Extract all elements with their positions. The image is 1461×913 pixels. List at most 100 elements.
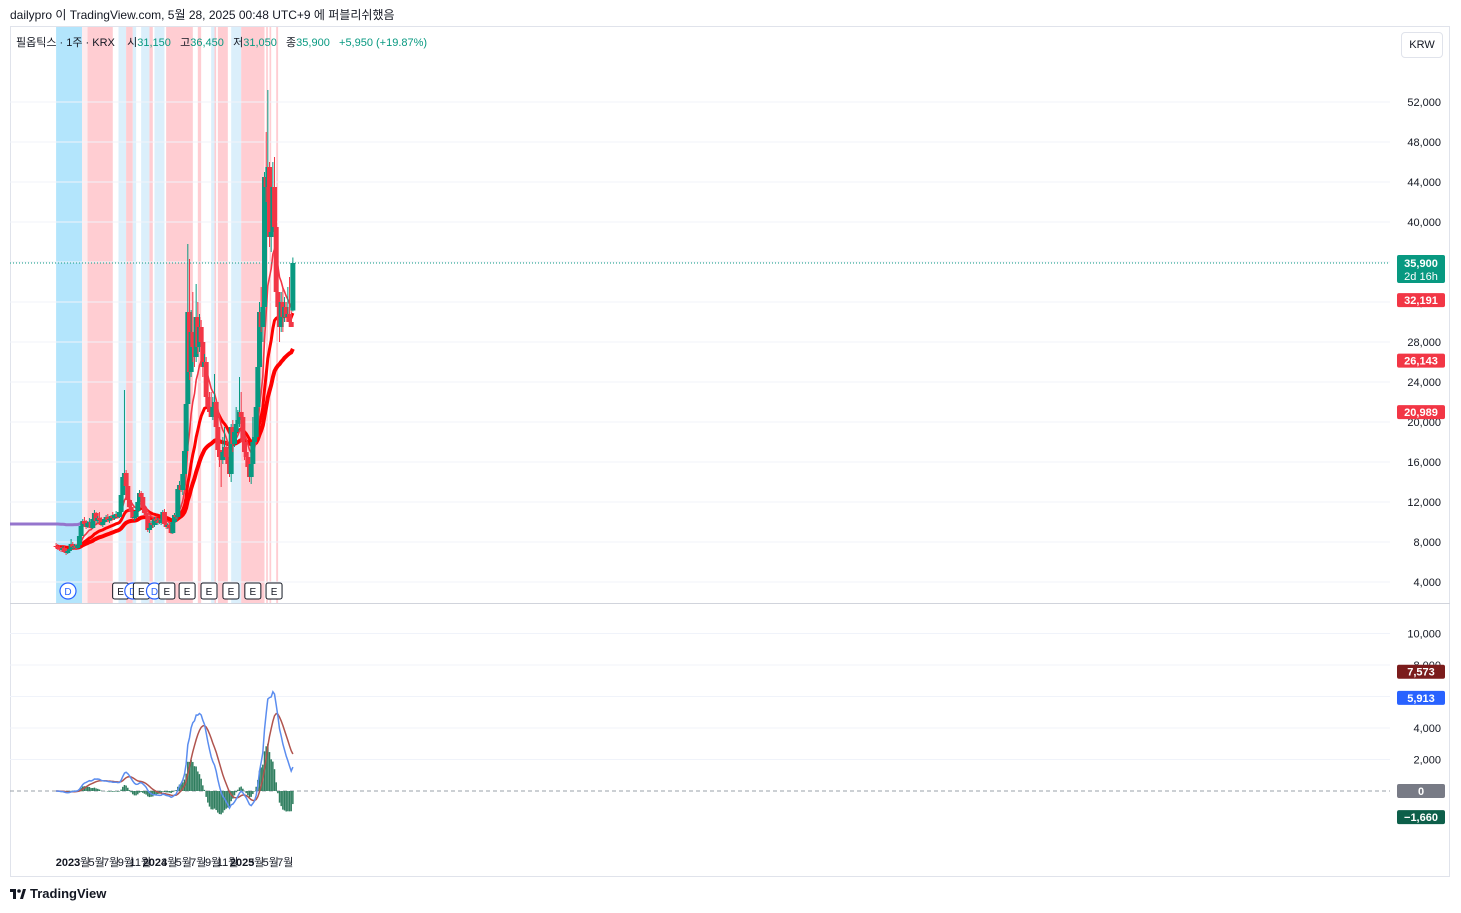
axis-value-tag-text: 5,913 — [1407, 693, 1435, 705]
last-price-tag-bg — [1397, 255, 1445, 283]
event-marker-label: E — [271, 587, 278, 598]
countdown-text: 2d 16h — [1404, 271, 1438, 283]
event-marker-label: E — [184, 587, 191, 598]
event-marker-d[interactable]: D — [59, 582, 77, 600]
candle — [248, 462, 254, 484]
bg-zone-14 — [214, 27, 217, 603]
candle — [171, 513, 177, 523]
candle-body — [96, 518, 102, 520]
candle-body — [105, 517, 111, 520]
candle-body — [275, 292, 281, 307]
legend-high-label: 고 — [180, 37, 191, 49]
candle-body — [288, 322, 294, 327]
earnings-marker-box — [178, 582, 196, 600]
candle-body — [206, 407, 212, 412]
candle-body — [56, 548, 62, 549]
tradingview-logo: TradingView — [10, 886, 106, 901]
time-tick-label: 9월 — [118, 856, 134, 869]
candle — [233, 407, 239, 442]
candle-body — [123, 473, 129, 486]
price-tick-label: 28,000 — [1407, 337, 1441, 349]
candle-body — [180, 474, 186, 490]
candle-body — [181, 451, 187, 474]
time-tick-label: 2023 — [56, 857, 80, 869]
macd-tick-label: 2,000 — [1413, 755, 1441, 767]
candle-body — [131, 517, 137, 518]
candle-body — [175, 489, 181, 517]
candle-body — [151, 519, 157, 525]
candle-body — [106, 519, 112, 520]
candle — [262, 172, 268, 317]
candle-body — [145, 516, 151, 530]
candle-body — [171, 515, 177, 522]
candle-body — [120, 477, 126, 495]
candle-body — [223, 447, 229, 457]
time-tick-label: 7월 — [190, 856, 206, 869]
macd-line — [56, 690, 294, 810]
legend-high: 36,450 — [190, 37, 224, 49]
candle — [272, 157, 278, 237]
time-tick-label: 7월 — [277, 856, 293, 869]
candle-body — [75, 545, 81, 548]
event-marker-e[interactable]: E — [265, 582, 283, 600]
last-price-tag-text: 35,900 — [1404, 258, 1438, 270]
candle-body — [287, 314, 293, 322]
candle-body — [133, 511, 139, 517]
legend-open: 31,150 — [137, 37, 171, 49]
candle-body — [188, 332, 194, 372]
candle-body — [148, 523, 154, 528]
legend-change: +5,950 (+19.87%) — [339, 37, 428, 49]
candle-body — [146, 528, 152, 530]
event-marker-label: D — [151, 587, 158, 598]
event-marker-e[interactable]: E — [200, 582, 218, 600]
candle — [125, 484, 131, 502]
event-marker-e[interactable]: E — [222, 582, 240, 600]
candle-body — [93, 513, 99, 521]
candle-body — [135, 502, 141, 511]
axis-value-tag-bg — [1397, 690, 1445, 705]
candle-body — [245, 457, 251, 467]
candle — [140, 495, 146, 509]
candle — [76, 536, 82, 546]
tradingview-logo-icon — [10, 889, 26, 899]
currency-button[interactable]: KRW — [1401, 32, 1443, 58]
candle — [118, 494, 124, 513]
candle-body — [125, 486, 131, 500]
macd-panel — [10, 690, 1390, 815]
candle-body — [136, 493, 142, 502]
candle-body — [252, 437, 258, 442]
candle — [170, 520, 176, 534]
candle-body — [66, 549, 72, 551]
candle — [275, 277, 281, 312]
candle-body — [225, 457, 231, 464]
candle-body — [255, 367, 261, 407]
bg-zone-13 — [211, 27, 215, 603]
footer-brand: TradingView — [30, 886, 107, 901]
legend-close-label: 종 — [286, 37, 297, 49]
candle-body — [130, 512, 136, 518]
candle-body — [101, 519, 107, 522]
event-marker-e[interactable]: E — [244, 582, 262, 600]
candle-body — [190, 332, 196, 347]
axis-value-tag-text: 20,989 — [1404, 407, 1438, 419]
time-tick-label: 3월 — [74, 856, 90, 869]
candle — [130, 510, 136, 520]
candle — [120, 475, 126, 498]
candle — [135, 500, 141, 513]
bg-zone-9 — [149, 27, 153, 603]
time-tick-label: 11월 — [130, 856, 152, 869]
axis-value-tag: 20,989 — [1397, 405, 1445, 420]
event-marker-e[interactable]: E — [158, 582, 176, 600]
bg-zone-5 — [126, 27, 133, 603]
time-tick-label: 11월 — [217, 856, 239, 869]
legend-close: 35,900 — [296, 37, 330, 49]
event-marker-label: E — [206, 587, 213, 598]
symbol-legend: 필옵틱스 · 1주 · KRX 시31,150 고36,450 저31,050 … — [16, 34, 427, 50]
candle-body — [273, 227, 279, 292]
candle-body — [61, 548, 67, 552]
event-marker-e[interactable]: E — [178, 582, 196, 600]
price-tick-label: 12,000 — [1407, 497, 1441, 509]
event-marker-label: E — [250, 587, 257, 598]
